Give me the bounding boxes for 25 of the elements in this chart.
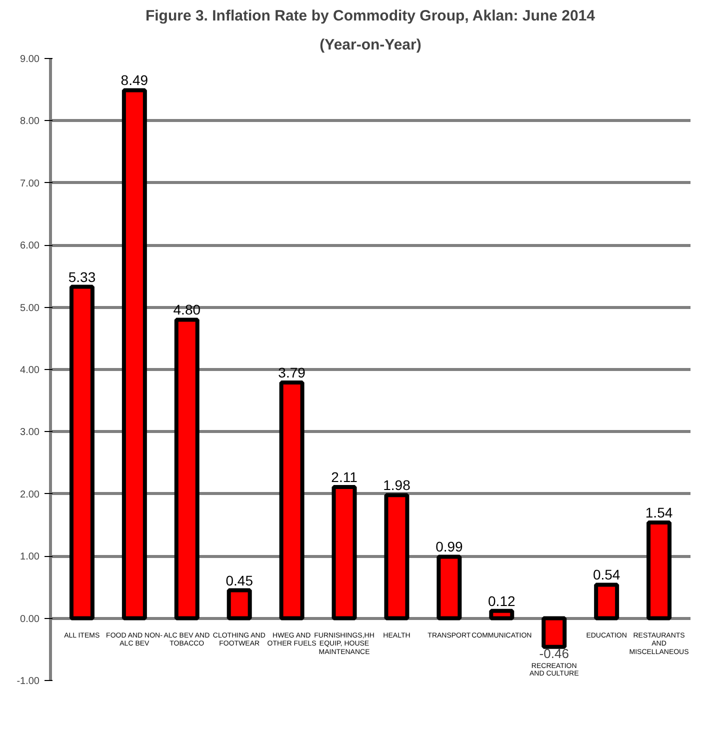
y-tick-label: 0.00 (20, 614, 40, 625)
data-label: 4.80 (173, 302, 201, 318)
chart-title: Figure 3. Inflation Rate by Commodity Group, Aklan: June 2014 (145, 8, 596, 24)
data-label: 0.99 (436, 538, 464, 555)
y-tick-label: 7.00 (20, 178, 40, 190)
data-label: 5.33 (68, 268, 96, 285)
data-label: 0.54 (592, 566, 620, 583)
y-tick-label: 3.00 (20, 427, 40, 438)
data-label: -0.46 (539, 646, 569, 661)
y-tick-label: 9.00 (20, 54, 40, 65)
y-tick-label: 2.00 (20, 489, 40, 500)
data-label: 2.11 (331, 469, 358, 486)
data-label: 1.98 (383, 477, 411, 494)
data-label: 8.49 (120, 72, 148, 88)
data-label: 1.54 (645, 504, 673, 521)
y-tick-label: 6.00 (20, 240, 40, 252)
y-tick-label: 1.00 (20, 552, 40, 563)
y-tick-label: 8.00 (20, 116, 40, 128)
data-label: 0.12 (488, 592, 516, 609)
chart-subtitle: (Year-on-Year) (320, 36, 422, 54)
y-tick-label: 4.00 (20, 365, 40, 376)
y-tick-label: 5.00 (20, 302, 40, 314)
data-label: 0.45 (226, 572, 254, 588)
y-tick-label: -1.00 (16, 676, 40, 687)
data-label: 3.79 (278, 364, 306, 381)
